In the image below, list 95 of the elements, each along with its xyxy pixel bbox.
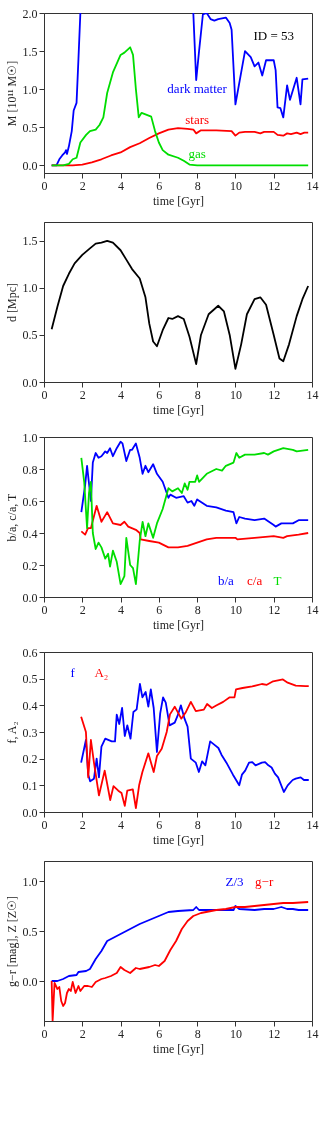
y-axis-title: d [Mpc] <box>4 283 19 322</box>
y-tick-label: 0.2 <box>22 558 38 573</box>
x-tick-label: 8 <box>194 387 201 402</box>
x-tick-label: 2 <box>79 178 86 193</box>
y-tick-label: 1.0 <box>22 281 38 296</box>
x-tick-label: 6 <box>156 178 163 193</box>
y-tick-label: 2.0 <box>22 6 38 21</box>
y-tick-label: 0.4 <box>22 526 38 541</box>
y-tick-label: 1.5 <box>22 44 38 59</box>
y-tick-label: 0.8 <box>22 462 38 477</box>
x-tick-label: 12 <box>268 1026 281 1041</box>
x-tick-label: 10 <box>229 602 242 617</box>
line-series <box>80 683 310 793</box>
x-tick-label: 6 <box>156 817 163 832</box>
text: f <box>70 665 76 681</box>
y-axis-title: f, A₂ <box>4 721 19 744</box>
y-tick-label: 0.0 <box>22 974 38 989</box>
x-tick-label: 0 <box>41 1026 48 1041</box>
y-tick-label: 0.1 <box>22 778 38 793</box>
annotation: ID = 53 <box>253 27 294 43</box>
x-tick-label: 8 <box>194 178 201 193</box>
y-tick-label: 1.0 <box>22 430 38 445</box>
text: A₂ <box>94 665 109 681</box>
y-tick-label: 0.4 <box>22 698 38 713</box>
line-series <box>80 504 310 549</box>
series-label: gas <box>188 145 206 161</box>
series-label: g−r <box>255 874 274 889</box>
x-tick-label: 10 <box>229 178 242 193</box>
x-tick-label: 0 <box>41 602 48 617</box>
x-tick-label: 0 <box>41 817 48 832</box>
x-tick-label: 4 <box>118 387 125 402</box>
x-tick-label: 4 <box>118 817 125 832</box>
x-tick-label: 8 <box>194 817 201 832</box>
x-axis-title: time [Gyr] <box>153 1041 204 1056</box>
x-tick-label: 2 <box>79 817 86 832</box>
text: b/a <box>217 573 235 588</box>
y-tick-label: 0.0 <box>22 590 38 605</box>
y-tick-label: 0.5 <box>22 672 38 687</box>
y-axis-title: M [10¹¹ M☉] <box>4 60 19 127</box>
line-series <box>80 678 310 809</box>
text: c/a <box>246 573 263 588</box>
series-label: dark matter <box>167 81 228 97</box>
y-tick-label: 0.0 <box>22 158 38 173</box>
y-axis-title: g−r [mag], Z [Z☉] <box>4 895 19 988</box>
text: T <box>273 573 282 588</box>
x-tick-label: 4 <box>118 602 125 617</box>
y-tick-label: 0.6 <box>22 645 38 660</box>
x-tick-label: 10 <box>229 1026 242 1041</box>
y-tick-label: 1.0 <box>22 82 38 97</box>
y-tick-label: 0.0 <box>22 805 38 820</box>
x-tick-label: 4 <box>118 178 125 193</box>
x-axis-title: time [Gyr] <box>153 832 204 847</box>
line-series <box>80 440 310 528</box>
x-tick-label: 6 <box>156 1026 163 1041</box>
y-tick-label: 0.5 <box>22 328 38 343</box>
x-tick-label: 12 <box>268 602 281 617</box>
line-series <box>80 447 310 586</box>
y-tick-label: 0.5 <box>22 120 38 135</box>
y-tick-label: 1.5 <box>22 234 38 249</box>
y-tick-label: 0.5 <box>22 924 38 939</box>
x-tick-label: 2 <box>79 387 86 402</box>
x-axis-title: time [Gyr] <box>153 193 204 208</box>
x-tick-label: 6 <box>156 602 163 617</box>
x-tick-label: 14 <box>306 1026 319 1041</box>
x-tick-label: 14 <box>306 817 319 832</box>
x-tick-label: 8 <box>194 602 201 617</box>
x-tick-label: 10 <box>229 817 242 832</box>
x-tick-label: 2 <box>79 602 86 617</box>
x-tick-label: 12 <box>268 178 281 193</box>
x-tick-label: 0 <box>41 178 48 193</box>
y-axis-title: b/a, c/a, T <box>4 492 19 542</box>
y-tick-label: 1.0 <box>22 874 38 889</box>
x-tick-label: 14 <box>306 178 319 193</box>
series-label: Z/3 <box>225 874 244 889</box>
x-tick-label: 10 <box>229 387 242 402</box>
x-tick-label: 4 <box>118 1026 125 1041</box>
line-series <box>50 901 310 1021</box>
x-tick-label: 6 <box>156 387 163 402</box>
x-tick-label: 12 <box>268 387 281 402</box>
y-tick-label: 0.0 <box>22 375 38 390</box>
series-label: stars <box>185 111 210 127</box>
x-axis-title: time [Gyr] <box>153 402 204 417</box>
y-tick-label: 0.3 <box>22 725 38 740</box>
x-tick-label: 2 <box>79 1026 86 1041</box>
line-series <box>50 46 310 167</box>
line-series <box>50 239 310 370</box>
x-axis-title: time [Gyr] <box>153 617 204 632</box>
x-tick-label: 14 <box>306 387 319 402</box>
line-series <box>50 905 310 982</box>
x-tick-label: 12 <box>268 817 281 832</box>
x-tick-label: 14 <box>306 602 319 617</box>
y-tick-label: 0.2 <box>22 752 38 767</box>
y-tick-label: 0.6 <box>22 494 38 509</box>
x-tick-label: 0 <box>41 387 48 402</box>
x-tick-label: 8 <box>194 1026 201 1041</box>
